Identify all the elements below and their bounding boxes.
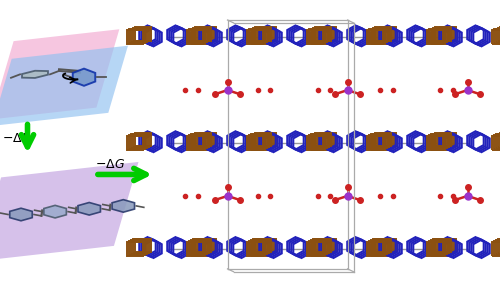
Polygon shape: [0, 29, 120, 120]
Polygon shape: [44, 205, 66, 218]
Text: $-\Delta E$: $-\Delta E$: [2, 132, 30, 145]
Polygon shape: [78, 202, 100, 215]
Polygon shape: [22, 71, 48, 78]
Text: $-\Delta G$: $-\Delta G$: [95, 158, 125, 171]
Polygon shape: [112, 200, 134, 212]
Polygon shape: [0, 46, 128, 126]
Polygon shape: [72, 69, 96, 86]
Polygon shape: [0, 162, 138, 261]
Polygon shape: [10, 208, 32, 221]
